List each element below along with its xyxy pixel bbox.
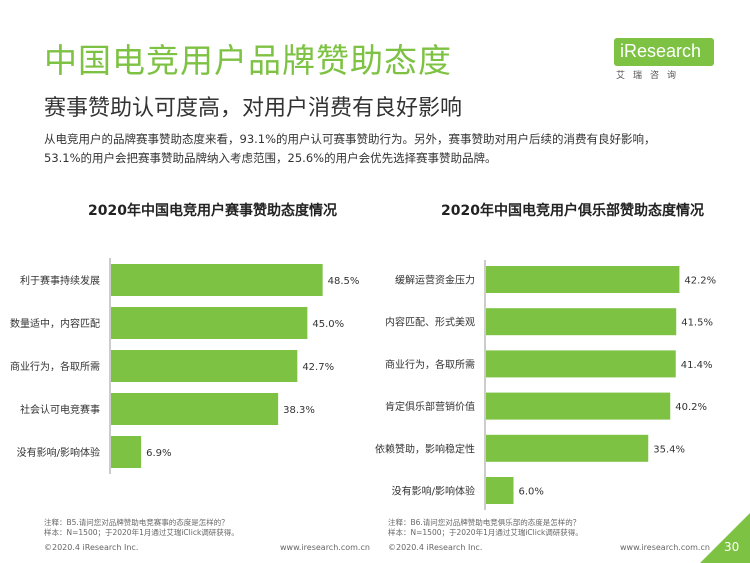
chart-right: 缓解运营资金压力 42.2% 内容匹配、形式美观 41.5% 商业行为，各取所需 41.4… [375, 260, 716, 510]
value-label: 40.2% [675, 402, 707, 413]
note-left: 注释：B5.请问您对品牌赞助电竞赛事的态度是怎样的？ 样本：N=1500；于20… [44, 518, 239, 538]
page-number: 30 [724, 540, 740, 554]
bar-0-3 [111, 393, 279, 425]
note-right-line-1: 注释：B6.请问您对品牌赞助电竞俱乐部的态度是怎样的？ [388, 518, 581, 527]
page-title: 中国电竞用户品牌赞助态度 [44, 41, 452, 80]
value-label: 42.2% [684, 276, 716, 287]
category-label: 依赖赞助，影响稳定性 [375, 442, 475, 455]
logo-text: iResearch [620, 41, 702, 61]
bar-0-0 [111, 264, 323, 296]
category-label: 没有影响/影响体验 [392, 485, 475, 498]
description: 从电竞用户的品牌赛事赞助态度来看，93.1%的用户认可赛事赞助行为。另外，赛事赞… [44, 130, 724, 168]
category-label: 数量适中，内容匹配 [10, 317, 100, 330]
value-label: 45.0% [312, 319, 344, 330]
note-left-line-1: 注释：B5.请问您对品牌赞助电竞赛事的态度是怎样的？ [44, 518, 229, 527]
category-label: 商业行为，各取所需 [10, 360, 100, 373]
category-label: 利于赛事持续发展 [20, 274, 100, 287]
bar-0-4 [111, 436, 142, 468]
page-subtitle: 赛事赞助认可度高，对用户消费有良好影响 [44, 96, 463, 121]
value-label: 41.4% [681, 360, 713, 371]
note-right: 注释：B6.请问您对品牌赞助电竞俱乐部的态度是怎样的？ 样本：N=1500；于2… [388, 518, 583, 538]
category-label: 缓解运营资金压力 [395, 274, 475, 287]
bar-1-2 [486, 350, 676, 378]
note-left-line-2: 样本：N=1500；于2020年1月通过艾瑞iClick调研获得。 [44, 528, 239, 537]
logo-subtext: 艾瑞咨询 [616, 71, 685, 81]
logo-badge [614, 38, 714, 66]
footer-url-right: www.iresearch.com.cn [620, 543, 710, 552]
note-right-line-2: 样本：N=1500；于2020年1月通过艾瑞iClick调研获得。 [388, 528, 583, 537]
footer-url-left: www.iresearch.com.cn [280, 543, 370, 552]
bar-1-0 [486, 266, 680, 293]
chart-title-right: 2020年中国电竞用户俱乐部赞助态度情况 [441, 203, 704, 219]
value-label: 35.4% [653, 444, 685, 455]
footer-copyright-left: ©2020.4 iResearch Inc. [44, 543, 139, 552]
category-label: 肯定俱乐部营销价值 [385, 400, 475, 413]
bar-0-1 [111, 307, 308, 339]
value-label: 41.5% [681, 318, 713, 329]
bar-1-3 [486, 392, 671, 420]
bar-1-5 [486, 477, 514, 504]
chart-left: 利于赛事持续发展 48.5% 数量适中，内容匹配 45.0% 商业行为，各取所需 42.7… [10, 258, 360, 474]
footer-copyright-right: ©2020.4 iResearch Inc. [388, 543, 483, 552]
bar-0-2 [111, 350, 298, 382]
iresearch-logo: iResearch 艾瑞咨询 [614, 38, 718, 84]
description-line-1: 从电竞用户的品牌赛事赞助态度来看，93.1%的用户认可赛事赞助行为。另外，赛事赞… [44, 132, 656, 146]
category-label: 商业行为，各取所需 [385, 358, 475, 371]
description-line-2: 53.1%的用户会把赛事赞助品牌纳入考虑范围，25.6%的用户会优先选择赛事赞助… [44, 151, 497, 165]
chart-title-left: 2020年中国电竞用户赛事赞助态度情况 [88, 203, 337, 219]
value-label: 48.5% [328, 276, 360, 287]
category-label: 内容匹配、形式美观 [385, 316, 475, 329]
value-label: 6.9% [146, 448, 171, 459]
value-label: 6.0% [519, 487, 544, 498]
category-label: 社会认可电竞赛事 [20, 403, 100, 416]
value-label: 38.3% [283, 405, 315, 416]
corner-triangle [700, 513, 750, 563]
category-label: 没有影响/影响体验 [17, 446, 100, 459]
bar-1-1 [486, 308, 677, 336]
bar-1-4 [486, 434, 649, 462]
value-label: 42.7% [302, 362, 334, 373]
